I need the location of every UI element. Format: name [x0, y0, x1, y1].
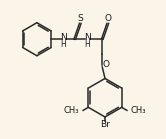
Text: H: H	[60, 39, 66, 49]
Text: N: N	[84, 33, 90, 42]
Text: CH₃: CH₃	[64, 106, 79, 115]
Text: H: H	[84, 39, 90, 49]
Text: O: O	[103, 60, 110, 69]
Text: O: O	[104, 14, 111, 23]
Text: CH₃: CH₃	[131, 106, 146, 115]
Text: Br: Br	[100, 121, 110, 129]
Text: N: N	[60, 33, 67, 42]
Text: S: S	[77, 14, 83, 23]
